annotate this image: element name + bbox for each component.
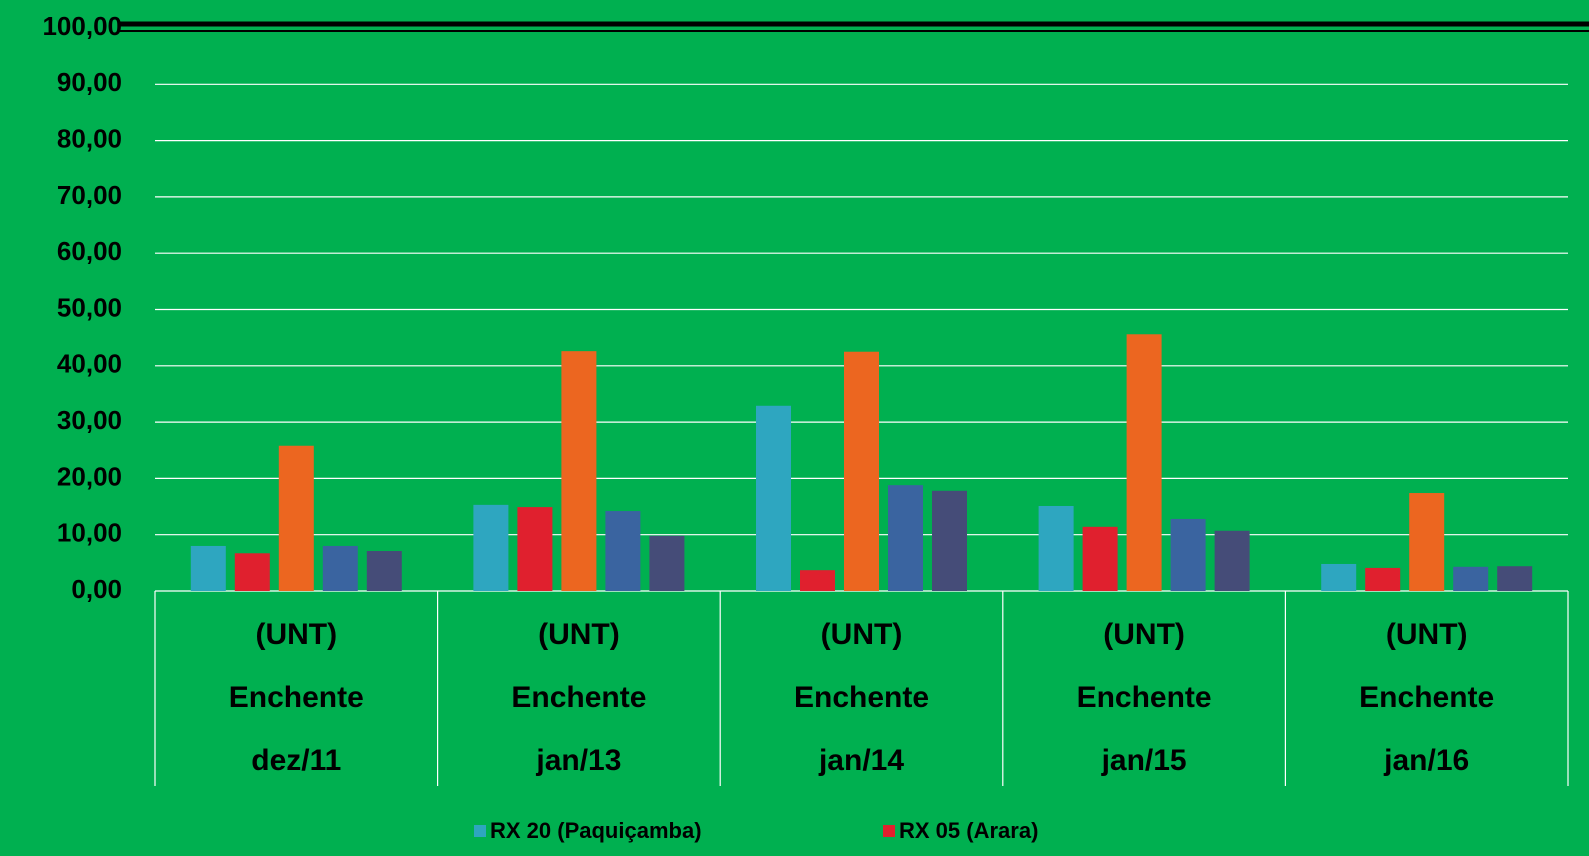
bar bbox=[1126, 334, 1162, 591]
bar bbox=[1321, 563, 1357, 591]
x-tick-label: Enchente bbox=[794, 681, 929, 714]
bar bbox=[322, 545, 358, 591]
bar bbox=[756, 405, 791, 591]
x-tick-label: (UNT) bbox=[538, 618, 620, 651]
y-tick-label: 10,00 bbox=[57, 518, 122, 548]
legend-swatch bbox=[474, 825, 486, 837]
bar bbox=[888, 485, 923, 591]
x-tick-label: Enchente bbox=[511, 681, 646, 714]
x-tick-label: (UNT) bbox=[821, 618, 903, 651]
bar bbox=[1497, 566, 1533, 591]
bar bbox=[932, 490, 967, 591]
bar bbox=[800, 570, 835, 591]
bar bbox=[844, 351, 879, 591]
x-tick-label: (UNT) bbox=[1386, 618, 1468, 651]
bar bbox=[473, 504, 509, 591]
y-tick-label: 20,00 bbox=[57, 461, 122, 491]
x-tick-label: dez/11 bbox=[251, 744, 341, 777]
bar bbox=[605, 511, 641, 591]
bar bbox=[1170, 518, 1206, 591]
bar bbox=[1409, 493, 1445, 591]
y-tick-label: 0,00 bbox=[71, 574, 122, 604]
x-tick-label: (UNT) bbox=[255, 618, 337, 651]
bar bbox=[561, 351, 597, 591]
x-tick-label: jan/16 bbox=[1383, 744, 1469, 777]
legend-swatch bbox=[883, 825, 895, 837]
bar bbox=[190, 545, 226, 591]
x-tick-label: Enchente bbox=[1077, 681, 1212, 714]
bar bbox=[1038, 505, 1074, 591]
y-tick-label: 90,00 bbox=[57, 67, 122, 97]
bar bbox=[517, 507, 553, 591]
bar bbox=[366, 551, 402, 591]
y-tick-label: 60,00 bbox=[57, 236, 122, 266]
y-tick-label: 70,00 bbox=[57, 180, 122, 210]
bar bbox=[1214, 530, 1250, 591]
bar bbox=[234, 553, 270, 591]
legend-label: RX 20 (Paquiçamba) bbox=[490, 818, 702, 843]
x-tick-label: Enchente bbox=[1359, 681, 1494, 714]
x-tick-label: jan/13 bbox=[535, 744, 621, 777]
y-tick-label: 50,00 bbox=[57, 292, 122, 322]
x-tick-label: (UNT) bbox=[1103, 618, 1185, 651]
bar bbox=[278, 445, 314, 591]
bar bbox=[1082, 526, 1118, 591]
x-tick-label: Enchente bbox=[229, 681, 364, 714]
x-tick-label: jan/14 bbox=[818, 744, 904, 777]
bar bbox=[649, 535, 685, 591]
bar bbox=[1365, 567, 1401, 591]
y-tick-label: 30,00 bbox=[57, 405, 122, 435]
y-tick-label: 80,00 bbox=[57, 123, 122, 153]
bar bbox=[1453, 566, 1489, 591]
legend-label: RX 05 (Arara) bbox=[899, 818, 1038, 843]
y-tick-label: 40,00 bbox=[57, 349, 122, 379]
y-tick-label: 100,00 bbox=[42, 11, 122, 41]
x-tick-label: jan/15 bbox=[1101, 744, 1187, 777]
